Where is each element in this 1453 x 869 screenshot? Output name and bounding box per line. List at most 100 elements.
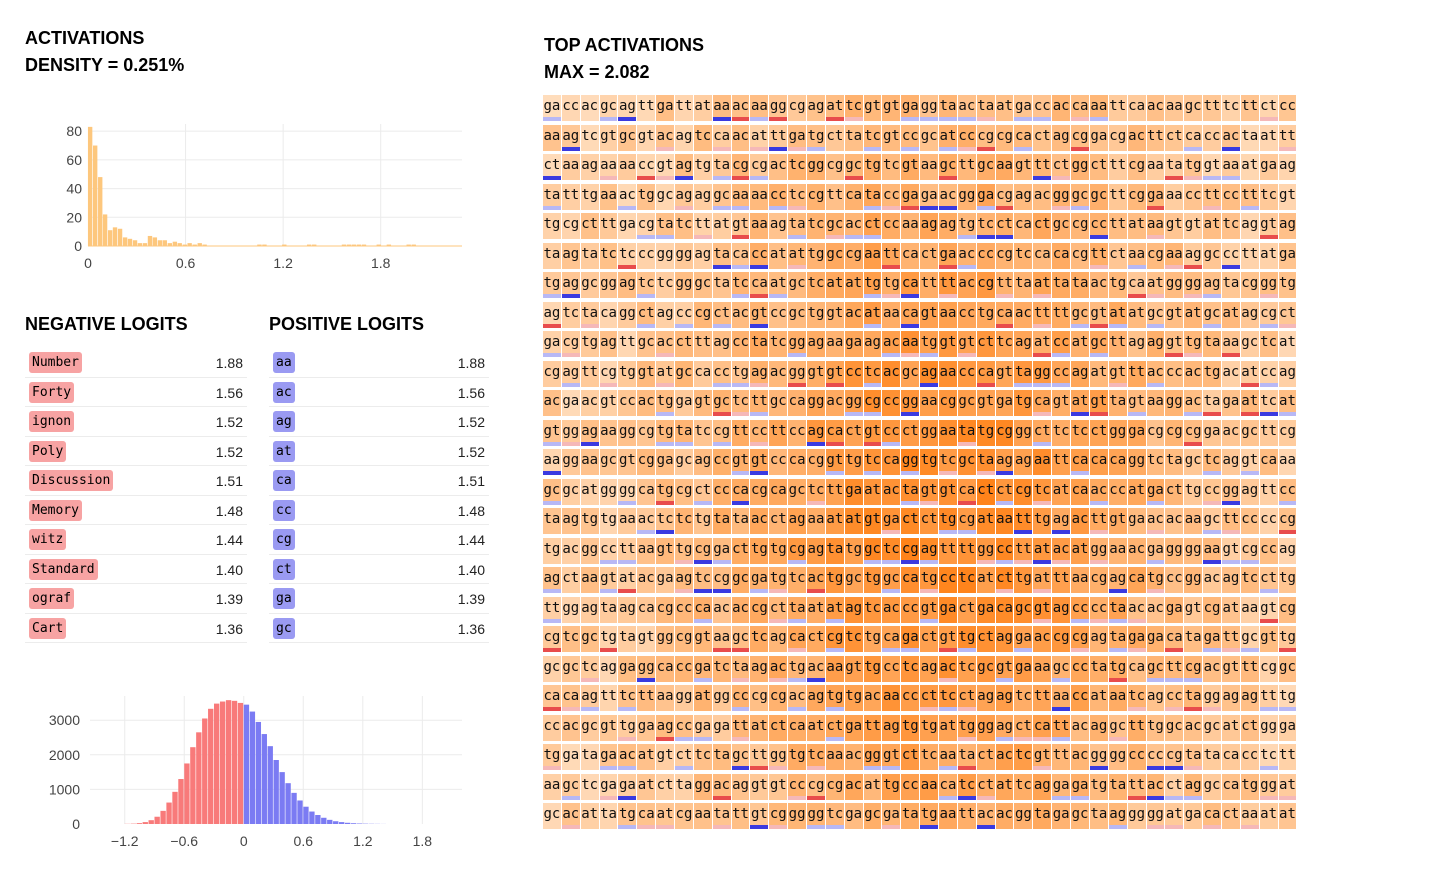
sequence-token[interactable]: tt xyxy=(769,124,788,151)
sequence-token[interactable]: at xyxy=(825,508,844,534)
sequence-token[interactable]: ac xyxy=(580,95,599,121)
logit-token[interactable]: ga xyxy=(273,588,295,609)
sequence-token[interactable]: tc xyxy=(599,242,618,269)
sequence-token[interactable]: ta xyxy=(1203,390,1221,416)
sequence-token[interactable]: ac xyxy=(995,744,1014,770)
sequence-token[interactable]: ca xyxy=(901,301,920,328)
sequence-token[interactable]: cg xyxy=(1259,301,1278,328)
sequence-token[interactable]: at xyxy=(1203,213,1221,239)
sequence-token[interactable]: tt xyxy=(731,419,750,446)
sequence-token[interactable]: tt xyxy=(561,183,580,210)
sequence-token[interactable]: aa xyxy=(939,419,957,446)
sequence-token[interactable]: tg xyxy=(1240,773,1259,800)
sequence-token[interactable]: gt xyxy=(656,537,675,564)
sequence-token[interactable]: gt xyxy=(1033,744,1052,770)
sequence-token[interactable]: gg xyxy=(1108,419,1127,446)
sequence-token[interactable]: at xyxy=(1071,331,1089,357)
sequence-token[interactable]: at xyxy=(863,773,882,800)
sequence-token[interactable]: ga xyxy=(693,655,712,682)
sequence-token[interactable]: ct xyxy=(1278,301,1297,328)
sequence-token[interactable]: gt xyxy=(863,95,882,121)
sequence-token[interactable]: at xyxy=(580,478,599,505)
sequence-token[interactable]: tg xyxy=(543,744,561,770)
sequence-token[interactable]: tt xyxy=(1259,419,1278,446)
sequence-token[interactable]: tt xyxy=(618,331,637,357)
sequence-token[interactable]: cg xyxy=(901,537,920,564)
sequence-token[interactable]: tg xyxy=(1108,272,1127,298)
sequence-token[interactable]: gc xyxy=(769,390,788,416)
sequence-token[interactable]: cg xyxy=(561,331,580,357)
sequence-token[interactable]: ct xyxy=(920,242,939,269)
sequence-token[interactable]: ca xyxy=(712,124,731,151)
sequence-token[interactable]: gg xyxy=(561,596,580,623)
sequence-token[interactable]: at xyxy=(769,242,788,269)
sequence-token[interactable]: tc xyxy=(712,655,731,682)
sequence-token[interactable]: ta xyxy=(1165,449,1184,475)
sequence-token[interactable]: ga xyxy=(1014,95,1033,121)
sequence-token[interactable]: tg xyxy=(807,124,825,151)
sequence-token[interactable]: cg xyxy=(863,390,882,416)
sequence-token[interactable]: ga xyxy=(939,242,957,269)
sequence-token[interactable]: ta xyxy=(1221,272,1240,298)
sequence-token[interactable]: ac xyxy=(882,596,901,623)
sequence-token[interactable]: ac xyxy=(939,183,957,210)
sequence-token[interactable]: at xyxy=(976,567,995,593)
sequence-token[interactable]: tc xyxy=(1259,390,1278,416)
sequence-token[interactable]: ct xyxy=(561,567,580,593)
sequence-token[interactable]: tt xyxy=(637,95,656,121)
sequence-token[interactable]: ca xyxy=(901,242,920,269)
logit-token[interactable]: ograf xyxy=(29,588,75,609)
sequence-token[interactable]: tc xyxy=(882,154,901,180)
sequence-token[interactable]: ag xyxy=(1052,596,1071,623)
sequence-token[interactable]: tc xyxy=(1033,478,1052,505)
sequence-token[interactable]: tg xyxy=(1278,685,1297,711)
sequence-token[interactable]: cc xyxy=(957,360,976,387)
sequence-token[interactable]: ta xyxy=(543,242,561,269)
logit-token[interactable]: ignon xyxy=(29,411,75,432)
sequence-token[interactable]: cc xyxy=(750,419,769,446)
sequence-token[interactable]: tt xyxy=(543,596,561,623)
sequence-token[interactable]: aa xyxy=(750,213,769,239)
sequence-token[interactable]: at xyxy=(1259,242,1278,269)
sequence-token[interactable]: ac xyxy=(1221,124,1240,151)
sequence-token[interactable]: ct xyxy=(920,508,939,534)
sequence-token[interactable]: ca xyxy=(1014,124,1033,151)
sequence-token[interactable]: ag xyxy=(1240,301,1259,328)
sequence-token[interactable]: aa xyxy=(750,95,769,121)
sequence-token[interactable]: ga xyxy=(1203,419,1221,446)
sequence-token[interactable]: tg xyxy=(580,183,599,210)
sequence-token[interactable]: ta xyxy=(863,183,882,210)
sequence-token[interactable]: tt xyxy=(1240,183,1259,210)
sequence-token[interactable]: tc xyxy=(1052,419,1071,446)
sequence-token[interactable]: ca xyxy=(995,301,1014,328)
sequence-token[interactable]: ta xyxy=(599,803,618,829)
sequence-token[interactable]: ag xyxy=(1052,124,1071,151)
sequence-token[interactable]: ag xyxy=(863,331,882,357)
sequence-token[interactable]: ct xyxy=(807,626,825,652)
logit-token[interactable]: cg xyxy=(273,529,295,550)
sequence-token[interactable]: ta xyxy=(712,803,731,829)
sequence-token[interactable]: cg xyxy=(995,242,1014,269)
sequence-token[interactable]: tg xyxy=(618,803,637,829)
sequence-token[interactable]: tg xyxy=(1278,567,1297,593)
sequence-token[interactable]: ga xyxy=(618,773,637,800)
sequence-token[interactable]: tt xyxy=(1203,95,1221,121)
sequence-token[interactable]: tg xyxy=(1184,478,1203,505)
sequence-token[interactable]: ag xyxy=(1052,508,1071,534)
sequence-token[interactable]: at xyxy=(995,773,1014,800)
sequence-token[interactable]: gt xyxy=(1259,213,1278,239)
sequence-token[interactable]: gc xyxy=(543,655,561,682)
sequence-token[interactable]: gt xyxy=(882,95,901,121)
sequence-token[interactable]: ct xyxy=(693,478,712,505)
sequence-token[interactable]: gc xyxy=(1089,183,1108,210)
sequence-token[interactable]: tc xyxy=(882,537,901,564)
sequence-token[interactable]: at xyxy=(1221,301,1240,328)
sequence-token[interactable]: ac xyxy=(731,596,750,623)
sequence-token[interactable]: at xyxy=(807,596,825,623)
sequence-token[interactable]: gg xyxy=(769,95,788,121)
sequence-token[interactable]: cg xyxy=(769,803,788,829)
sequence-token[interactable]: ag xyxy=(750,360,769,387)
sequence-token[interactable]: gc xyxy=(1146,655,1165,682)
sequence-token[interactable]: ct xyxy=(1165,478,1184,505)
sequence-token[interactable]: gt xyxy=(1165,301,1184,328)
